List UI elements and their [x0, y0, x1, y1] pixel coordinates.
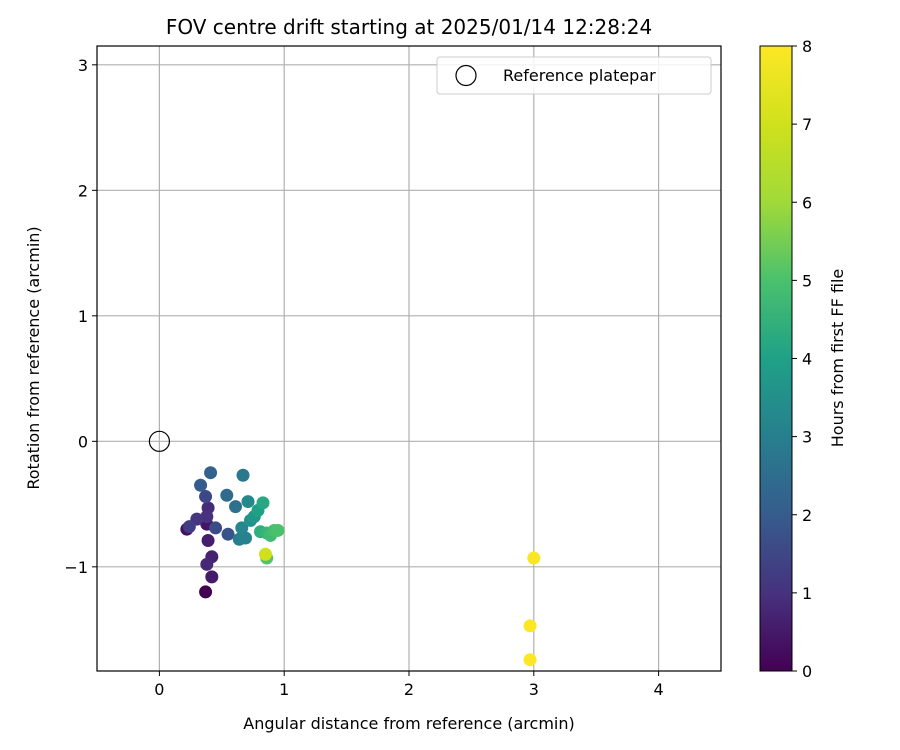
data-point: [523, 619, 537, 633]
x-tick-label: 0: [154, 680, 164, 699]
legend-marker-reference: [455, 64, 477, 87]
data-point: [221, 527, 235, 541]
y-tick-label: 2: [78, 181, 88, 200]
data-point: [256, 496, 270, 510]
data-point: [204, 466, 218, 480]
data-point: [236, 468, 250, 482]
colorbar-label: Hours from first FF file: [828, 269, 847, 448]
data-point: [200, 510, 214, 524]
x-tick-label: 3: [529, 680, 539, 699]
colorbar-tick-label: 8: [802, 37, 812, 56]
data-point: [194, 478, 208, 492]
x-tick-label: 4: [654, 680, 664, 699]
data-point: [199, 585, 213, 599]
colorbar-tick-label: 7: [802, 115, 812, 134]
legend-box: [436, 56, 712, 95]
colorbar-tick-label: 1: [802, 584, 812, 603]
data-point: [220, 488, 234, 502]
x-axis-label: Angular distance from reference (arcmin): [243, 714, 574, 733]
grid-lines: [97, 46, 721, 671]
colorbar-tick-label: 4: [802, 350, 812, 369]
data-point: [205, 570, 219, 584]
colorbar-tick-label: 3: [802, 428, 812, 447]
reference-marker: [148, 430, 170, 452]
data-point: [209, 521, 223, 535]
data-point: [241, 495, 255, 509]
data-point: [523, 653, 537, 667]
y-tick-label: 0: [78, 432, 88, 451]
legend-label-reference: Reference platepar: [503, 66, 656, 85]
y-tick-label: 1: [78, 307, 88, 326]
x-axis: 0 1 2 3 4: [154, 671, 664, 699]
y-axis: −1 0 1 2 3: [64, 56, 97, 577]
y-tick-label: 3: [78, 56, 88, 75]
data-point: [182, 520, 196, 534]
data-point: [271, 523, 285, 537]
colorbar-gradient: [759, 45, 793, 672]
chart-title: FOV centre drift starting at 2025/01/14 …: [166, 15, 652, 39]
data-point: [200, 557, 214, 571]
data-points: [180, 466, 541, 667]
legend: Reference platepar: [436, 56, 712, 95]
colorbar-tick-label: 0: [802, 662, 812, 681]
x-tick-label: 1: [279, 680, 289, 699]
y-axis-label: Rotation from reference (arcmin): [24, 226, 43, 489]
colorbar-tick-label: 6: [802, 193, 812, 212]
reference-marker-group: [148, 430, 170, 452]
colorbar-tick-label: 5: [802, 271, 812, 290]
data-point: [527, 551, 541, 565]
data-point: [229, 500, 243, 514]
colorbar-ticks: 0 1 2 3 4 5 6 7 8: [792, 37, 812, 681]
data-point: [235, 521, 249, 535]
data-point: [199, 490, 213, 504]
data-point: [258, 547, 272, 561]
colorbar-tick-label: 2: [802, 506, 812, 525]
data-point: [201, 533, 215, 547]
data-point: [239, 531, 253, 545]
colorbar: 0 1 2 3 4 5 6 7 8 Hours from first FF file: [759, 37, 847, 681]
y-tick-label: −1: [64, 558, 88, 577]
x-tick-label: 2: [404, 680, 414, 699]
